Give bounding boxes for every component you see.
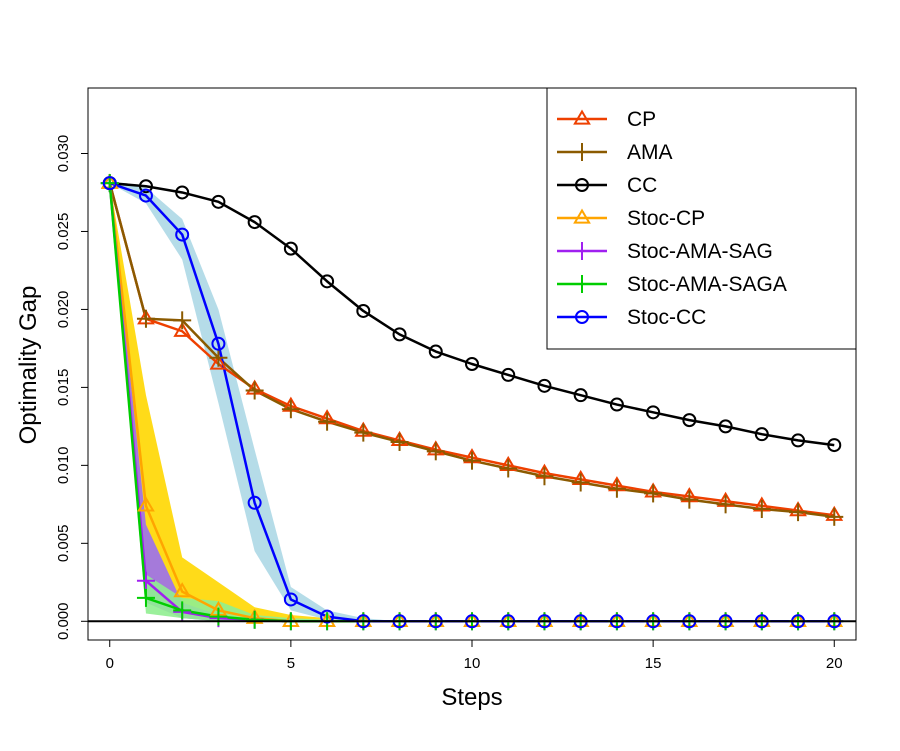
point-cc-13 bbox=[573, 388, 588, 403]
legend-marker-stoc-ama-saga bbox=[573, 275, 591, 293]
point-cc-11 bbox=[501, 367, 516, 382]
legend-item-stoc-ama-saga: Stoc-AMA-SAGA bbox=[557, 273, 787, 296]
point-cp-2 bbox=[173, 321, 192, 337]
confidence-bands bbox=[109, 183, 835, 622]
x-tick-label-0: 0 bbox=[106, 655, 114, 672]
point-ama-10 bbox=[463, 451, 481, 470]
point-cc-17 bbox=[718, 419, 733, 434]
y-tick-label-3: 0.015 bbox=[55, 369, 72, 407]
legend-label-cc: CC bbox=[627, 174, 657, 197]
point-ama-19 bbox=[789, 503, 808, 522]
point-ama-18 bbox=[752, 500, 771, 519]
point-cc-15 bbox=[646, 405, 661, 420]
point-ama-4 bbox=[245, 381, 264, 400]
point-cc-16 bbox=[682, 413, 697, 428]
legend-marker-stoc-ama-sag bbox=[573, 242, 591, 260]
point-ama-8 bbox=[390, 432, 409, 451]
point-cc-19 bbox=[791, 433, 806, 448]
legend-label-cp: CP bbox=[627, 108, 656, 131]
x-tick-label-5: 5 bbox=[287, 655, 295, 672]
x-axis: 0 5 10 15 20 bbox=[106, 639, 843, 672]
point-stoc-ama-saga-3 bbox=[209, 607, 228, 626]
legend-item-cp: CP bbox=[557, 108, 656, 131]
point-stoc-ama-saga-4 bbox=[245, 610, 264, 629]
point-ama-9 bbox=[426, 442, 445, 461]
legend: CP AMA CC Stoc-CP Stoc-AMA-SAG Stoc-AMA-SAGA S… bbox=[546, 87, 857, 350]
point-cp-3 bbox=[209, 354, 228, 370]
x-tick-label-20: 20 bbox=[826, 655, 843, 672]
point-ama-16 bbox=[680, 490, 699, 509]
point-ama-1 bbox=[136, 309, 155, 328]
y-tick-label-4: 0.020 bbox=[55, 291, 72, 329]
point-cc-12 bbox=[537, 378, 552, 393]
point-cc-14 bbox=[609, 397, 624, 412]
point-cc-2 bbox=[175, 185, 190, 200]
legend-item-stoc-cc: Stoc-CC bbox=[557, 306, 706, 329]
point-ama-20 bbox=[825, 507, 844, 526]
point-ama-12 bbox=[535, 467, 554, 486]
point-cc-10 bbox=[465, 357, 479, 371]
point-cc-3 bbox=[211, 194, 226, 209]
point-stoc-cp-1 bbox=[137, 496, 155, 512]
point-cc-4 bbox=[247, 215, 262, 230]
legend-label-stoc-cp: Stoc-CP bbox=[627, 207, 705, 230]
legend-marker-cp bbox=[573, 109, 591, 125]
point-cc-7 bbox=[356, 303, 371, 318]
legend-label-stoc-cc: Stoc-CC bbox=[627, 306, 706, 329]
point-ama-5 bbox=[281, 400, 300, 419]
y-axis-title: Optimality Gap bbox=[15, 286, 42, 445]
point-stoc-cc-0 bbox=[102, 176, 117, 191]
point-stoc-cc-2 bbox=[175, 227, 190, 242]
point-cc-5 bbox=[283, 241, 298, 256]
point-cc-8 bbox=[392, 327, 407, 342]
legend-marker-stoc-cc bbox=[575, 310, 589, 324]
legend-item-stoc-ama-sag: Stoc-AMA-SAG bbox=[557, 240, 773, 263]
point-cc-18 bbox=[754, 427, 769, 442]
band-stoc-cp bbox=[109, 183, 835, 622]
legend-label-ama: AMA bbox=[627, 141, 673, 164]
legend-label-stoc-ama-saga: Stoc-AMA-SAGA bbox=[627, 273, 787, 296]
point-stoc-cp-2 bbox=[173, 582, 192, 598]
legend-label-stoc-ama-sag: Stoc-AMA-SAG bbox=[627, 240, 773, 263]
point-cc-6 bbox=[320, 274, 335, 289]
point-cc-9 bbox=[428, 344, 443, 359]
point-cc-1 bbox=[138, 179, 153, 194]
y-tick-label-1: 0.005 bbox=[55, 525, 72, 563]
legend-item-ama: AMA bbox=[557, 141, 673, 164]
point-stoc-cc-3 bbox=[211, 336, 226, 351]
y-tick-label-0: 0.000 bbox=[55, 603, 72, 641]
point-stoc-cc-6 bbox=[320, 609, 335, 624]
legend-marker-ama bbox=[573, 143, 591, 161]
point-stoc-ama-saga-1 bbox=[136, 588, 155, 607]
point-stoc-cc-5 bbox=[283, 592, 298, 607]
line-cc bbox=[109, 181, 835, 447]
y-tick-label-2: 0.010 bbox=[55, 447, 72, 485]
point-ama-15 bbox=[644, 484, 663, 503]
x-axis-title: Steps bbox=[441, 684, 502, 711]
point-stoc-cc-4 bbox=[247, 495, 262, 510]
legend-item-cc: CC bbox=[557, 174, 657, 197]
point-stoc-cc-1 bbox=[138, 188, 153, 203]
y-tick-label-6: 0.030 bbox=[55, 135, 72, 173]
point-ama-7 bbox=[354, 423, 373, 442]
point-ama-3 bbox=[209, 348, 228, 367]
legend-item-stoc-cp: Stoc-CP bbox=[557, 207, 705, 230]
point-stoc-ama-sag-1 bbox=[136, 571, 155, 590]
y-tick-label-5: 0.025 bbox=[55, 213, 72, 251]
point-ama-17 bbox=[716, 495, 735, 514]
point-stoc-ama-saga-2 bbox=[173, 601, 192, 620]
point-cc-20 bbox=[827, 438, 842, 453]
point-ama-2 bbox=[173, 311, 192, 330]
y-axis: 0.000 0.005 0.010 0.015 0.020 0.025 0.030 bbox=[55, 135, 89, 641]
legend-marker-stoc-cp bbox=[573, 208, 591, 224]
band-stoc-cc bbox=[109, 183, 835, 622]
point-ama-6 bbox=[318, 412, 337, 431]
point-ama-13 bbox=[571, 473, 590, 492]
point-ama-14 bbox=[607, 479, 626, 498]
x-tick-label-15: 15 bbox=[645, 655, 662, 672]
point-ama-11 bbox=[499, 459, 518, 478]
legend-marker-cc bbox=[575, 178, 589, 192]
x-tick-label-10: 10 bbox=[464, 655, 481, 672]
